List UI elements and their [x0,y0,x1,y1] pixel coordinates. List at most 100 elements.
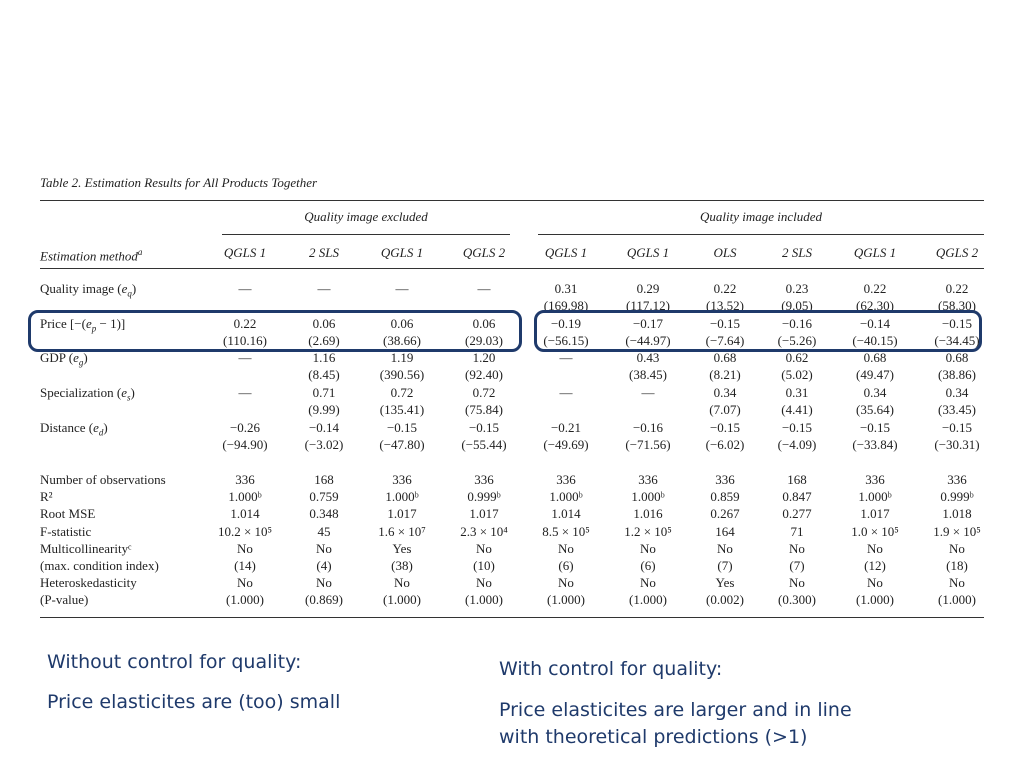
header-bottom-rule [40,268,984,269]
coef-value: 0.06 [390,316,414,331]
method-header: QGLS 2 [462,245,506,260]
t-statistic: (5.02) [781,367,813,382]
stat-value: 1.017 [469,506,499,521]
price-highlight-included [534,310,982,352]
row-label: Distance (ed) [40,420,108,438]
t-statistic: (169.98) [543,298,589,313]
t-statistic: (−40.15) [852,333,898,348]
coef-value: 0.22 [233,316,257,331]
stat-value: No [717,541,733,556]
t-statistic: (13.52) [706,298,744,313]
stat-value: (1.000) [547,592,585,607]
method-header: QGLS 1 [223,245,267,260]
stat-label: R² [40,489,53,504]
t-statistic: (−47.80) [379,437,425,452]
coef-value: 1.16 [312,350,336,365]
note-right-title: With control for quality: [499,658,723,680]
stat-value: (10) [473,558,495,573]
coef-value: −0.15 [941,316,973,331]
t-statistic: (117.12) [626,298,670,313]
stat-value: (4) [316,558,332,573]
method-header: QGLS 1 [380,245,424,260]
t-statistic: (8.21) [709,367,741,382]
coef-value: — [238,385,252,400]
coef-value: 0.31 [785,385,809,400]
coef-value: 0.23 [785,281,809,296]
t-statistic: (38.66) [383,333,421,348]
coef-value: — [238,281,252,296]
stat-value: No [237,541,253,556]
stat-value: (0.869) [305,592,343,607]
t-statistic: (58.30) [938,298,976,313]
row-label: Price [−(ep − 1)] [40,316,126,334]
method-header: 2 SLS [309,245,339,260]
coef-value: — [477,281,491,296]
stat-value: 1.000ᵇ [228,489,262,504]
coef-value: 0.22 [863,281,887,296]
t-statistic: (38.45) [629,367,667,382]
stat-value: No [394,575,410,590]
coef-value: 0.62 [785,350,809,365]
table-bottom-rule [40,617,984,618]
note-left-title: Without control for quality: [47,651,302,673]
t-statistic: (2.69) [308,333,340,348]
t-statistic: (−33.84) [852,437,898,452]
stat-value: 1.018 [942,506,972,521]
stat-value: 336 [392,472,412,487]
stat-value: 168 [314,472,334,487]
coef-value: — [641,385,655,400]
stat-value: 1.000ᵇ [631,489,665,504]
coef-value: −0.17 [632,316,664,331]
t-statistic: (62.30) [856,298,894,313]
stat-value: No [789,575,805,590]
stat-value: (18) [946,558,968,573]
t-statistic: (38.86) [938,367,976,382]
t-statistic: (33.45) [938,402,976,417]
t-statistic: (49.47) [856,367,894,382]
stat-label: Root MSE [40,506,96,521]
method-header: QGLS 2 [935,245,979,260]
coef-value: −0.26 [229,420,261,435]
t-statistic: (−6.02) [705,437,745,452]
stat-value: 1.014 [551,506,581,521]
stat-value: 0.847 [782,489,812,504]
price-highlight-excluded [28,310,522,352]
stat-value: (14) [234,558,256,573]
coef-value: 0.06 [472,316,496,331]
stat-value: No [316,575,332,590]
stat-label: Multicollinearityᶜ [40,541,132,556]
stat-value: Yes [715,575,735,590]
t-statistic: (−55.44) [461,437,507,452]
coef-value: 1.20 [472,350,496,365]
method-header: QGLS 1 [544,245,588,260]
stat-value: 1.0 × 10⁵ [851,524,899,539]
stat-value: No [867,541,883,556]
stat-value: 336 [474,472,494,487]
coef-value: 0.72 [472,385,496,400]
stat-value: 1.017 [387,506,417,521]
stat-value: 0.348 [309,506,339,521]
coef-value: 0.34 [945,385,969,400]
group-label-included: Quality image included [699,209,823,224]
t-statistic: (75.84) [465,402,503,417]
coef-value: — [559,385,573,400]
stat-value: 0.759 [309,489,339,504]
coef-value: 0.68 [863,350,887,365]
stat-value: 336 [715,472,735,487]
coef-value: −0.21 [550,420,582,435]
method-header: OLS [713,245,737,260]
stat-value: 0.859 [710,489,740,504]
stat-label: (max. condition index) [40,558,159,573]
t-statistic: (92.40) [465,367,503,382]
stat-value: No [316,541,332,556]
stat-value: 45 [317,524,331,539]
t-statistic: (35.64) [856,402,894,417]
stat-label: F-statistic [40,524,92,539]
coef-value: −0.16 [632,420,664,435]
stat-value: 0.999ᵇ [467,489,501,504]
stat-value: No [476,575,492,590]
stat-value: 336 [556,472,576,487]
method-header: 2 SLS [782,245,812,260]
coef-value: −0.15 [386,420,418,435]
stat-value: 0.277 [782,506,812,521]
